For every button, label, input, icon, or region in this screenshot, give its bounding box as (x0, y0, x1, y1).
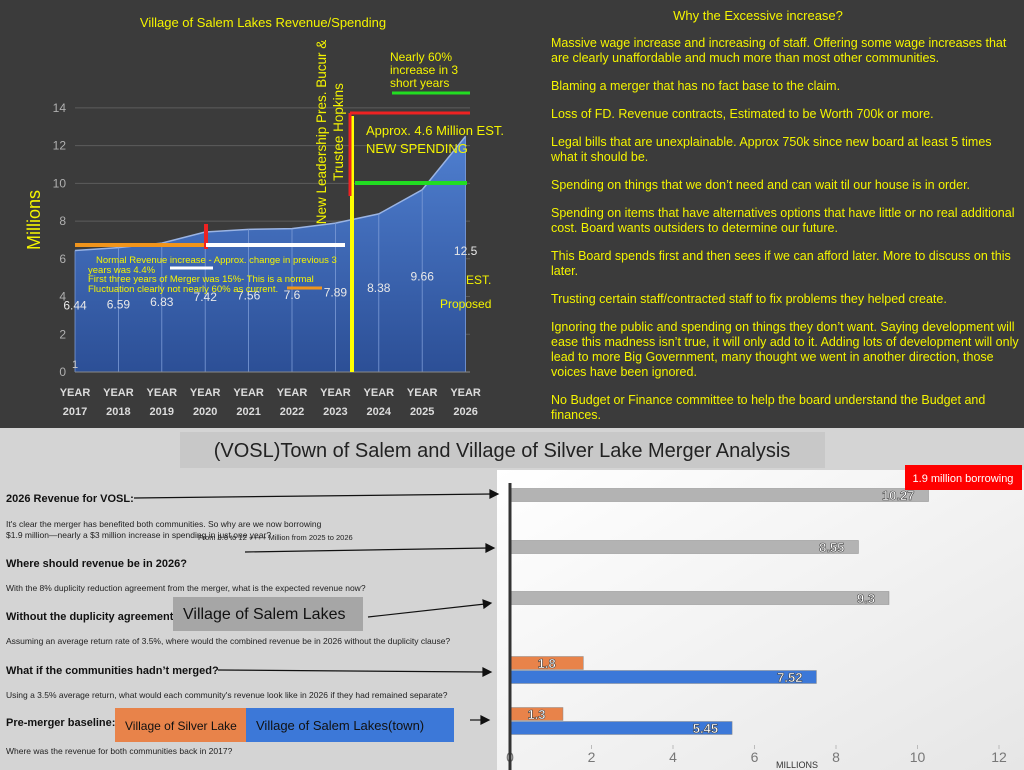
value-label: 8.55 (819, 540, 844, 555)
category-label: 2026 Revenue for VOSL: (6, 493, 134, 505)
x-tick-label: 4 (669, 749, 677, 765)
value-label: 7.52 (777, 670, 802, 685)
value-label: 8.38 (367, 281, 391, 295)
y-tick-label: 6 (59, 252, 66, 266)
x-tick-label: YEAR 2020 (189, 387, 221, 418)
commentary-paragraph: This Board spends first and then sees if… (551, 249, 1011, 278)
commentary-paragraph: Spending on things that we don’t need an… (551, 178, 971, 192)
commentary-paragraph: Trusting certain staff/contracted staff … (551, 292, 947, 306)
note: Using a 3.5% average return, what would … (6, 690, 448, 700)
commentary-paragraph: Loss of FD. Revenue contracts, Estimated… (551, 107, 934, 121)
note: With the 8% duplicity reduction agreemen… (6, 583, 366, 593)
value-label: 12.5 (454, 244, 478, 258)
legend-swatch (115, 708, 246, 742)
annotation: Approx. 4.6 Million EST. (366, 123, 505, 138)
bar (509, 591, 890, 605)
value-label: 9.66 (411, 270, 435, 284)
y-tick-label: 2 (59, 327, 66, 341)
y-tick-label: 12 (53, 139, 67, 153)
value-label: 6.83 (150, 295, 174, 309)
x-tick-label: YEAR 2026 (450, 387, 481, 418)
annotation: From 9.6 to 12 ++++ Million from 2025 to… (198, 533, 353, 542)
y-tick-label: 0 (59, 365, 66, 379)
commentary-title: Why the Excessive increase? (673, 8, 843, 23)
annotation: EST. (466, 273, 492, 287)
y-tick-label: 4 (59, 290, 66, 304)
legend-label: Village of Salem Lakes (183, 606, 345, 623)
x-tick-label: YEAR 2022 (276, 387, 308, 418)
value-label: 5.45 (693, 721, 718, 736)
bar-plot-background (497, 470, 1024, 770)
annotation-box (905, 465, 1022, 490)
x-tick-label: YEAR 2021 (233, 387, 264, 418)
legend-swatch (173, 597, 363, 631)
annotation: Nearly 60% increase in 3 short years (390, 50, 459, 90)
value-label: 6.44 (63, 299, 87, 313)
legend-label: Village of Silver Lake (125, 719, 237, 733)
value-label: 10.27 (882, 488, 915, 503)
x-axis-label: MILLIONS (776, 760, 818, 770)
note: Where was the revenue for both communiti… (6, 746, 233, 756)
x-tick-label: YEAR 2025 (406, 387, 438, 418)
y-tick-label: 14 (53, 101, 67, 115)
annotation: 1 (72, 359, 78, 371)
category-label: Without the duplicity agreement: (6, 611, 177, 623)
value-label: 7.89 (324, 286, 348, 300)
x-tick-label: 2 (588, 749, 596, 765)
commentary-paragraph: Massive wage increase and increasing of … (551, 36, 1007, 65)
legend-swatch (246, 708, 454, 742)
note: Assuming an average return rate of 3.5%,… (6, 636, 451, 646)
arrows (133, 489, 500, 725)
chart-title: Village of Salem Lakes Revenue/Spending (140, 15, 386, 30)
title-band (180, 432, 825, 468)
bar (509, 670, 817, 684)
category-label: What if the communities hadn’t merged? (6, 665, 219, 677)
value-label: 7.42 (194, 290, 218, 304)
legend-label: Village of Salem Lakes(town) (256, 718, 424, 733)
value-label: 9.3 (857, 591, 875, 606)
note: It's clear the merger has benefited both… (6, 519, 322, 540)
annotation: New Leadership Pres. Bucur & Trustee Hop… (314, 39, 346, 225)
commentary-paragraph: Ignoring the public and spending on thin… (551, 320, 1019, 379)
y-tick-label: 8 (59, 214, 66, 228)
area (75, 136, 466, 372)
y-axis-label: Millions (24, 190, 44, 250)
bar (509, 488, 929, 502)
commentary-paragraph: Spending on items that have alternatives… (551, 206, 1015, 235)
x-tick-label: YEAR 2019 (146, 387, 178, 418)
commentary-paragraph: No Budget or Finance committee to help t… (551, 393, 986, 422)
commentary-paragraph: Blaming a merger that has no fact base t… (551, 79, 841, 93)
x-tick-label: YEAR 2017 (59, 387, 91, 418)
value-label: 1.3 (527, 707, 545, 722)
value-label: 1.8 (538, 656, 556, 671)
x-tick-label: YEAR 2018 (103, 387, 134, 418)
chart-title: (VOSL)Town of Salem and Village of Silve… (214, 440, 791, 462)
x-tick-label: YEAR 2024 (363, 387, 395, 418)
x-tick-label: 8 (832, 749, 840, 765)
x-tick-label: 6 (751, 749, 759, 765)
bar (509, 540, 859, 554)
annotation: First three years of Merger was 15%- Thi… (88, 274, 314, 295)
value-label: 6.59 (107, 297, 131, 311)
y-tick-label: 10 (53, 176, 67, 190)
value-label: 7.56 (237, 289, 261, 303)
value-label: 7.6 (284, 288, 301, 302)
x-tick-label: 10 (910, 749, 926, 765)
x-tick-label: YEAR 2023 (320, 387, 351, 418)
commentary: Massive wage increase and increasing of … (551, 36, 1019, 436)
annotation: Normal Revenue increase - Approx. change… (88, 255, 337, 276)
category-label: Pre-merger baseline: (6, 717, 115, 729)
x-tick-label: 12 (991, 749, 1007, 765)
annotation: NEW SPENDING (366, 141, 468, 156)
commentary-paragraph: Legal bills that are unexplainable. Appr… (551, 135, 992, 164)
annotation: Proposed (440, 297, 492, 311)
category-label: Where should revenue be in 2026? (6, 558, 187, 570)
annotation: 1.9 million borrowing (913, 473, 1014, 485)
